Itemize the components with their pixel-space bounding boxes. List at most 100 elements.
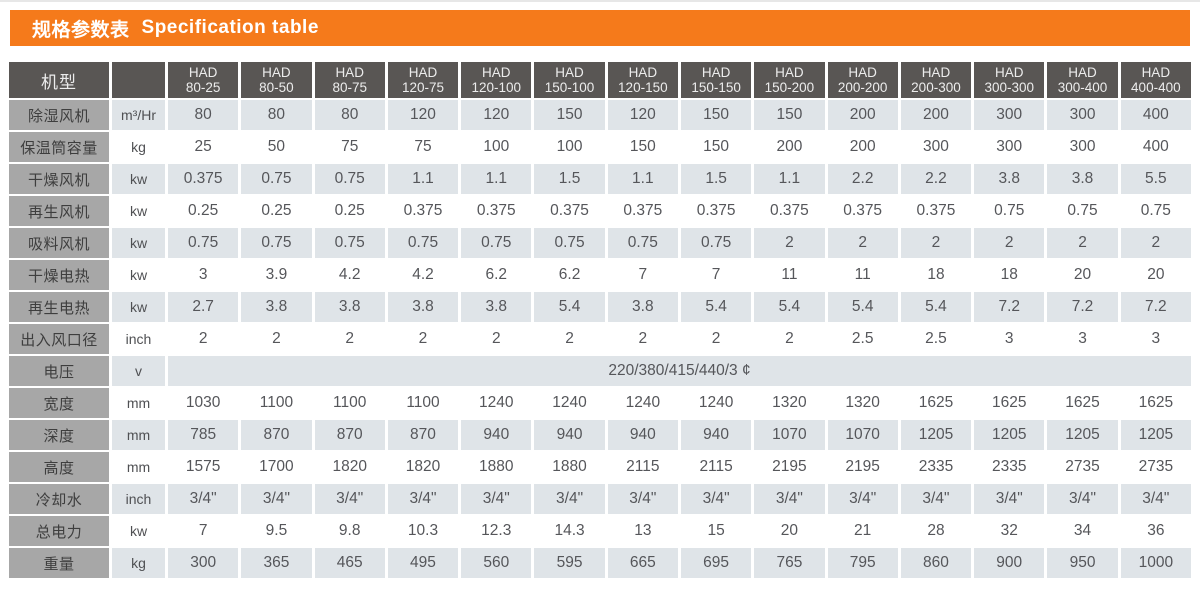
spec-value: 0.375	[680, 196, 752, 226]
spec-value: 0.75	[461, 228, 532, 258]
model-column-header: HAD 120-150	[607, 62, 678, 98]
row-label: 冷却水	[9, 484, 109, 514]
spec-value: 1240	[607, 388, 678, 418]
spec-value: 2	[1047, 228, 1118, 258]
spec-value: 400	[1120, 100, 1191, 130]
spec-row: 保温筒容量 kg 25 50 75 75 100 100 150 150 200 200 300 300 3…	[9, 132, 1191, 162]
spec-value: 3.8	[607, 292, 678, 322]
spec-value: 1320	[754, 388, 825, 418]
spec-row: 吸料风机 kw 0.75 0.75 0.75 0.75 0.75 0.75 0.75 0.75 2 2…	[9, 228, 1191, 258]
model-prefix: HAD	[994, 65, 1024, 80]
model-number: 120-75	[401, 80, 444, 95]
row-label: 总电力	[9, 516, 109, 546]
model-column-header: HAD 80-25	[168, 62, 239, 98]
spec-value: 75	[314, 132, 385, 162]
model-number: 120-150	[618, 80, 668, 95]
row-label: 电压	[9, 356, 109, 386]
spec-value: 150	[680, 100, 752, 130]
spec-value: 0.25	[168, 196, 239, 226]
spec-value: 870	[387, 420, 459, 450]
spec-value: 870	[241, 420, 312, 450]
row-label: 深度	[9, 420, 109, 450]
spec-value: 1205	[900, 420, 972, 450]
spec-value: 200	[827, 132, 898, 162]
spec-value: 2	[680, 324, 752, 354]
spec-value: 5.4	[900, 292, 972, 322]
model-prefix: HAD	[408, 65, 438, 80]
spec-value: 940	[607, 420, 678, 450]
spec-value: 80	[241, 100, 312, 130]
model-number: 80-75	[332, 80, 367, 95]
spec-value: 3/4"	[827, 484, 898, 514]
row-unit: mm	[112, 388, 165, 418]
spec-value: 1575	[168, 452, 239, 482]
spec-value: 0.375	[387, 196, 459, 226]
spec-value: 3	[1120, 324, 1191, 354]
row-unit: v	[112, 356, 165, 386]
spec-value: 3/4"	[241, 484, 312, 514]
model-column-header: HAD 120-100	[461, 62, 532, 98]
spec-value: 0.375	[168, 164, 239, 194]
spec-value: 1205	[1120, 420, 1191, 450]
spec-value: 0.75	[168, 228, 239, 258]
spec-value: 465	[314, 548, 385, 578]
spec-value: 2115	[680, 452, 752, 482]
spec-value: 300	[1047, 100, 1118, 130]
spec-row: 冷却水 inch 3/4" 3/4" 3/4" 3/4" 3/4" 3/4" 3/4" 3/4" 3…	[9, 484, 1191, 514]
spec-value: 9.5	[241, 516, 312, 546]
spec-value: 0.375	[754, 196, 825, 226]
spec-value: 5.4	[680, 292, 752, 322]
spec-value: 32	[974, 516, 1045, 546]
spec-value: 2195	[827, 452, 898, 482]
model-header-row: 机型 HAD 80-25 HAD 80-50 HAD 80-75 HAD 120-75 HAD 12…	[9, 62, 1191, 98]
spec-value: 0.75	[314, 228, 385, 258]
spec-value: 1880	[461, 452, 532, 482]
spec-value: 1100	[314, 388, 385, 418]
spec-row: 重量 kg 300 365 465 495 560 595 665 695 765 795 860 900…	[9, 548, 1191, 578]
row-unit: kg	[112, 548, 165, 578]
model-number: 150-200	[764, 80, 815, 95]
spec-value: 0.75	[607, 228, 678, 258]
spec-value: 3/4"	[1120, 484, 1191, 514]
spec-value: 9.8	[314, 516, 385, 546]
spec-value: 2	[461, 324, 532, 354]
model-number: 300-300	[984, 80, 1034, 95]
spec-value: 2	[534, 324, 605, 354]
spec-value: 2115	[607, 452, 678, 482]
spec-value: 0.375	[900, 196, 972, 226]
spec-value: 2	[387, 324, 459, 354]
spec-value: 3/4"	[168, 484, 239, 514]
model-prefix: HAD	[628, 65, 658, 80]
spec-row: 出入风口径 inch 2 2 2 2 2 2 2 2 2 2.5 2.5 3 3 3	[9, 324, 1191, 354]
spec-value: 2735	[1047, 452, 1118, 482]
spec-value: 28	[900, 516, 972, 546]
spec-value: 6.2	[461, 260, 532, 290]
row-label: 保温筒容量	[9, 132, 109, 162]
spec-value: 120	[461, 100, 532, 130]
spec-value: 950	[1047, 548, 1118, 578]
spec-value: 15	[680, 516, 752, 546]
spec-value: 2735	[1120, 452, 1191, 482]
spec-value: 695	[680, 548, 752, 578]
row-label: 干燥风机	[9, 164, 109, 194]
spec-value: 34	[1047, 516, 1118, 546]
spec-value: 1880	[534, 452, 605, 482]
model-column-header: HAD 120-75	[387, 62, 459, 98]
row-label: 出入风口径	[9, 324, 109, 354]
spec-value: 3/4"	[754, 484, 825, 514]
spec-row: 干燥风机 kw 0.375 0.75 0.75 1.1 1.1 1.5 1.1 1.5 1.1 2.2…	[9, 164, 1191, 194]
model-prefix: HAD	[555, 65, 584, 80]
spec-value: 100	[534, 132, 605, 162]
spec-value: 3/4"	[680, 484, 752, 514]
unit-column-header	[112, 62, 165, 98]
spec-value: 3	[168, 260, 239, 290]
spec-value: 870	[314, 420, 385, 450]
spec-value: 0.375	[534, 196, 605, 226]
model-prefix: HAD	[482, 65, 511, 80]
row-unit: kw	[112, 260, 165, 290]
spec-value: 300	[1047, 132, 1118, 162]
model-number: 300-400	[1057, 80, 1108, 95]
model-prefix: HAD	[335, 65, 364, 80]
spec-value: 665	[607, 548, 678, 578]
spec-value: 2	[827, 228, 898, 258]
